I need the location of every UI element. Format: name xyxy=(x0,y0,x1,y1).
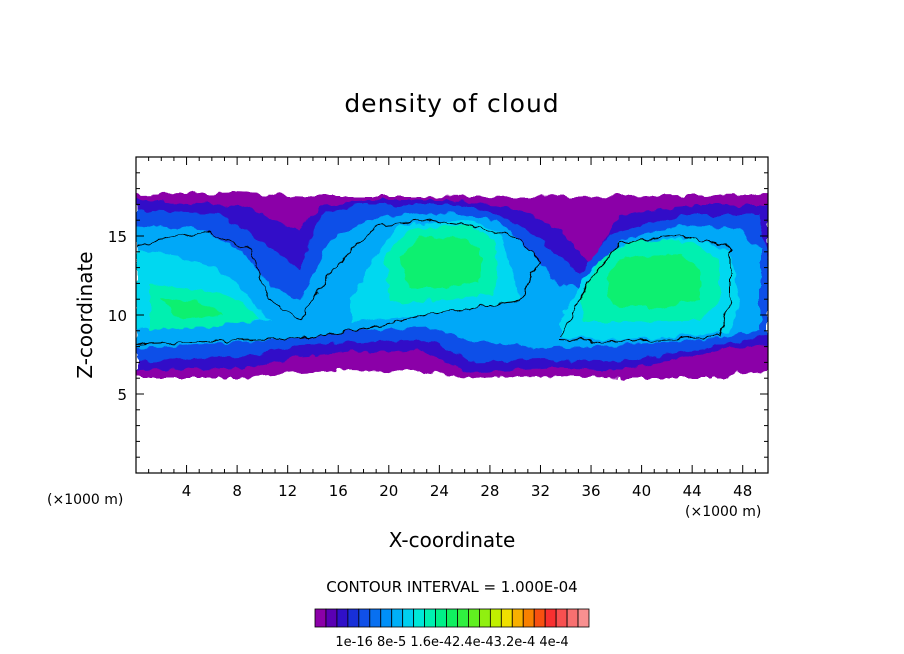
colorbar-swatch xyxy=(446,608,458,628)
colorbar-swatch xyxy=(522,608,535,628)
x-unit-right: (×1000 m) xyxy=(685,504,761,520)
colorbar-swatch xyxy=(468,608,480,628)
colorbar-swatch xyxy=(336,608,349,628)
chart-title: density of cloud xyxy=(344,89,559,118)
colorbar-swatch xyxy=(511,608,524,628)
colorbar-swatch xyxy=(533,608,546,628)
y-tick-label: 15 xyxy=(108,228,127,246)
x-tick-label: 40 xyxy=(632,482,651,500)
colorbar-swatch xyxy=(577,608,590,628)
colorbar-swatch xyxy=(424,608,436,628)
contour-interval: CONTOUR INTERVAL = 1.000E-04 xyxy=(326,578,577,596)
colorbar-swatch xyxy=(478,608,491,628)
x-tick-label: 28 xyxy=(480,482,499,500)
x-tick-label: 36 xyxy=(581,482,600,500)
colorbar-labels: 1e-16 8e-5 1.6e-42.4e-43.2e-4 4e-4 xyxy=(335,635,568,650)
colorbar-swatch xyxy=(566,608,579,628)
y-axis-label: Z-coordinate xyxy=(73,251,97,378)
colorbar-swatch xyxy=(413,608,426,628)
x-axis-label: X-coordinate xyxy=(389,528,516,552)
colorbar-swatch xyxy=(402,608,415,628)
colorbar-swatch xyxy=(325,608,338,628)
axis-ticks xyxy=(136,157,768,473)
x-tick-labels: 4 8 12 16 20 24 28 32 36 40 44 48 xyxy=(182,482,752,500)
x-tick-label: 16 xyxy=(329,482,348,500)
colorbar-swatch xyxy=(500,608,513,628)
colorbar-swatch xyxy=(314,608,327,628)
colorbar-swatch xyxy=(369,608,382,628)
x-tick-label: 32 xyxy=(531,482,550,500)
x-tick-label: 8 xyxy=(232,482,242,500)
colorbar-swatch xyxy=(489,608,502,628)
colorbar-swatch xyxy=(555,608,568,628)
colorbar-swatch xyxy=(347,608,360,628)
x-tick-label: 12 xyxy=(278,482,297,500)
density-field xyxy=(136,193,768,378)
x-unit-left: (×1000 m) xyxy=(47,492,123,508)
colorbar-swatch xyxy=(391,608,404,628)
colorbar-swatch xyxy=(544,608,557,628)
colorbar-swatch xyxy=(358,608,371,628)
colorbar-swatch xyxy=(457,608,469,628)
y-tick-label: 5 xyxy=(117,386,127,404)
x-tick-label: 20 xyxy=(379,482,398,500)
colorbar-swatch xyxy=(435,608,447,628)
contour-level-7 xyxy=(160,236,700,320)
y-tick-labels: 5 10 15 xyxy=(108,228,127,404)
contour-line xyxy=(136,219,731,345)
colorbar-swatch xyxy=(380,608,393,628)
y-tick-label: 10 xyxy=(108,307,127,325)
x-tick-label: 24 xyxy=(430,482,449,500)
x-tick-label: 4 xyxy=(182,482,192,500)
colorbar xyxy=(314,608,590,628)
x-tick-label: 44 xyxy=(683,482,702,500)
x-tick-label: 48 xyxy=(733,482,752,500)
